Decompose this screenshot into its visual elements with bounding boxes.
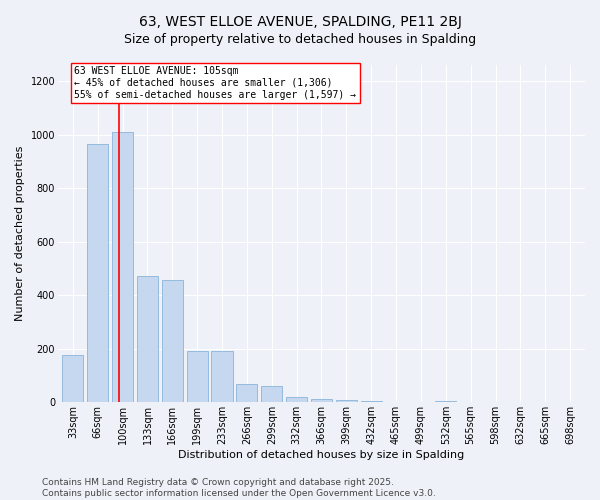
Bar [187, 352, 208, 403]
Text: Size of property relative to detached houses in Spalding: Size of property relative to detached ho… [124, 32, 476, 46]
Bar [336, 400, 357, 402]
Bar [311, 398, 332, 402]
Bar [87, 144, 109, 403]
Bar [137, 276, 158, 402]
Bar [62, 356, 83, 403]
Bar [286, 398, 307, 402]
Text: 63 WEST ELLOE AVENUE: 105sqm
← 45% of detached houses are smaller (1,306)
55% of: 63 WEST ELLOE AVENUE: 105sqm ← 45% of de… [74, 66, 356, 100]
Bar [361, 401, 382, 402]
Bar [236, 384, 257, 402]
X-axis label: Distribution of detached houses by size in Spalding: Distribution of detached houses by size … [178, 450, 464, 460]
Text: Contains HM Land Registry data © Crown copyright and database right 2025.
Contai: Contains HM Land Registry data © Crown c… [42, 478, 436, 498]
Bar [112, 132, 133, 402]
Bar [435, 401, 457, 402]
Text: 63, WEST ELLOE AVENUE, SPALDING, PE11 2BJ: 63, WEST ELLOE AVENUE, SPALDING, PE11 2B… [139, 15, 461, 29]
Bar [211, 352, 233, 403]
Y-axis label: Number of detached properties: Number of detached properties [15, 146, 25, 322]
Bar [261, 386, 283, 402]
Bar [162, 280, 183, 402]
